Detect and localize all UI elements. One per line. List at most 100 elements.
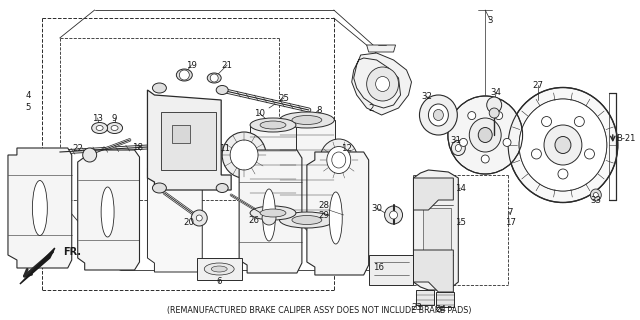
Text: 29: 29 <box>318 211 329 220</box>
Text: 20: 20 <box>184 218 195 227</box>
Ellipse shape <box>419 95 458 135</box>
Circle shape <box>481 155 489 163</box>
Ellipse shape <box>292 116 322 124</box>
Circle shape <box>179 70 189 80</box>
Text: (REMANUFACTURED BRAKE CALIPER ASSY DOES NOT INCLUDE BRAKE PADS): (REMANUFACTURED BRAKE CALIPER ASSY DOES … <box>166 306 471 315</box>
Circle shape <box>574 116 584 126</box>
Ellipse shape <box>101 187 114 237</box>
Ellipse shape <box>92 123 108 133</box>
Ellipse shape <box>367 67 399 101</box>
Text: 4: 4 <box>25 91 31 100</box>
Bar <box>161 112 216 170</box>
Circle shape <box>191 210 207 226</box>
Text: 12: 12 <box>341 143 352 153</box>
Ellipse shape <box>433 109 444 121</box>
Polygon shape <box>20 248 55 284</box>
Ellipse shape <box>320 139 358 181</box>
Text: 26: 26 <box>248 215 260 225</box>
Text: 14: 14 <box>455 183 466 193</box>
Text: 30: 30 <box>371 204 382 212</box>
Ellipse shape <box>260 209 286 217</box>
Text: 3: 3 <box>488 15 493 25</box>
Ellipse shape <box>544 125 582 165</box>
Ellipse shape <box>280 112 334 128</box>
Text: 22: 22 <box>72 143 83 153</box>
Polygon shape <box>307 152 369 275</box>
Text: 5: 5 <box>25 102 31 111</box>
Ellipse shape <box>448 96 523 174</box>
Ellipse shape <box>330 192 342 244</box>
Text: 32: 32 <box>421 92 432 100</box>
Text: FR.: FR. <box>63 247 81 257</box>
Text: 16: 16 <box>373 263 384 273</box>
Polygon shape <box>8 148 72 268</box>
Ellipse shape <box>555 137 571 154</box>
Text: B-21: B-21 <box>616 133 635 142</box>
Circle shape <box>495 112 502 120</box>
Text: 15: 15 <box>455 218 466 227</box>
Circle shape <box>262 211 276 225</box>
Text: 9: 9 <box>112 114 117 123</box>
Ellipse shape <box>96 125 103 131</box>
Text: 23: 23 <box>411 303 422 313</box>
Text: 6: 6 <box>216 277 222 286</box>
Ellipse shape <box>487 97 502 113</box>
Ellipse shape <box>152 183 166 193</box>
Circle shape <box>541 116 552 126</box>
Circle shape <box>196 215 202 221</box>
Circle shape <box>390 211 397 219</box>
Bar <box>197 258 242 280</box>
Polygon shape <box>352 53 412 115</box>
Ellipse shape <box>260 121 286 129</box>
Ellipse shape <box>216 85 228 94</box>
Ellipse shape <box>250 118 296 132</box>
Text: 31: 31 <box>451 135 462 145</box>
Polygon shape <box>413 250 453 292</box>
Ellipse shape <box>590 189 602 201</box>
Ellipse shape <box>230 140 258 170</box>
Ellipse shape <box>469 118 501 152</box>
Ellipse shape <box>478 127 492 142</box>
Bar <box>369 255 413 285</box>
Polygon shape <box>413 170 458 290</box>
Bar <box>172 125 190 143</box>
Ellipse shape <box>111 125 118 131</box>
Circle shape <box>489 108 499 118</box>
Circle shape <box>468 112 476 120</box>
Circle shape <box>210 74 218 82</box>
Ellipse shape <box>376 76 390 92</box>
Bar <box>250 125 296 213</box>
Ellipse shape <box>250 206 296 220</box>
Ellipse shape <box>177 69 192 81</box>
Bar <box>436 292 454 307</box>
Ellipse shape <box>451 140 465 156</box>
Ellipse shape <box>292 215 322 225</box>
Ellipse shape <box>33 180 47 236</box>
Text: 28: 28 <box>318 201 330 210</box>
Ellipse shape <box>519 99 607 191</box>
Circle shape <box>83 148 97 162</box>
Ellipse shape <box>207 73 221 83</box>
Text: 34: 34 <box>491 87 502 97</box>
Polygon shape <box>147 90 231 190</box>
Text: 27: 27 <box>532 81 543 90</box>
Bar <box>424 208 451 252</box>
Ellipse shape <box>211 266 227 272</box>
Bar <box>417 290 435 305</box>
Ellipse shape <box>508 87 618 203</box>
Polygon shape <box>413 178 453 210</box>
Ellipse shape <box>280 212 334 228</box>
Text: 10: 10 <box>253 108 264 117</box>
Ellipse shape <box>262 189 275 241</box>
Text: 2: 2 <box>368 103 373 113</box>
Bar <box>280 120 335 220</box>
Text: 11: 11 <box>219 143 230 153</box>
Circle shape <box>584 149 595 159</box>
Circle shape <box>503 139 511 147</box>
Text: 7: 7 <box>508 207 513 217</box>
Ellipse shape <box>593 193 598 197</box>
Ellipse shape <box>204 263 234 275</box>
Text: 21: 21 <box>221 60 233 69</box>
Text: 18: 18 <box>132 142 143 151</box>
Ellipse shape <box>327 147 351 173</box>
